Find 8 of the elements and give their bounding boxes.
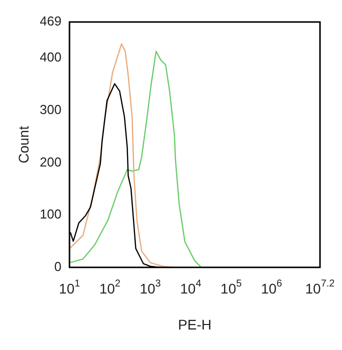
y-tick-label: 300 bbox=[40, 102, 62, 118]
y-tick-label: 469 bbox=[40, 14, 62, 29]
y-tick-label: 100 bbox=[40, 206, 62, 222]
y-tick-label: 400 bbox=[40, 50, 62, 65]
y-axis-title: Count bbox=[15, 126, 32, 164]
y-tick-label: 0 bbox=[54, 258, 62, 274]
y-tick-label: 200 bbox=[40, 154, 62, 170]
x-axis-title: PE-H bbox=[178, 316, 212, 332]
